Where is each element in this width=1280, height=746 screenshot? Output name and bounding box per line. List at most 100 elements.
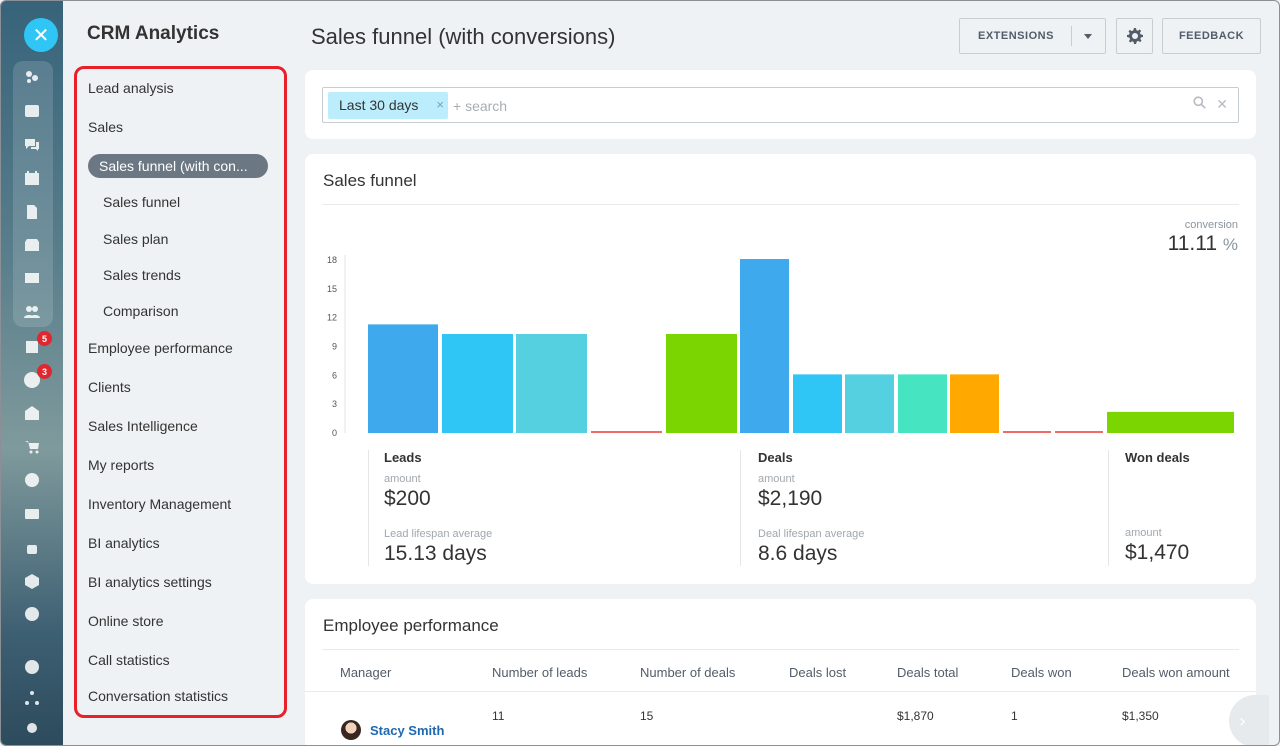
crm-badge: 3 [37, 364, 52, 379]
funnel-bar[interactable] [845, 374, 894, 433]
scroll-right-button[interactable]: › [1229, 695, 1269, 745]
nav-item-call-statistics[interactable]: Call statistics [88, 652, 170, 668]
search-input[interactable]: + search [453, 98, 508, 114]
clear-icon[interactable]: ✕ [1216, 96, 1228, 112]
funnel-bar[interactable] [442, 334, 513, 433]
conversion-number: 11.11 [1167, 232, 1218, 255]
chevron-down-icon[interactable] [1084, 34, 1092, 39]
page-title: Sales funnel (with conversions) [311, 24, 616, 49]
column-header-deals-total[interactable]: Deals total [897, 665, 959, 680]
tasks-badge: 5 [37, 331, 52, 346]
deals-title: Deals [758, 450, 793, 465]
extensions-button[interactable]: EXTENSIONS [959, 18, 1106, 54]
nav-item-sales-trends[interactable]: Sales trends [103, 267, 181, 283]
docs-icon[interactable] [23, 203, 41, 221]
column-header-leads[interactable]: Number of leads [492, 665, 588, 680]
mail-icon[interactable] [23, 269, 41, 287]
won-amount: $1,470 [1125, 541, 1190, 564]
deals-amount: $2,190 [758, 487, 823, 510]
nav-item-sales-funnel[interactable]: Sales funnel [103, 194, 181, 210]
feedback-button[interactable]: FEEDBACK [1162, 18, 1261, 54]
nav-item-inventory-management[interactable]: Inventory Management [88, 496, 232, 512]
column-header-deals[interactable]: Number of deals [640, 665, 736, 680]
cell-deals-won: 1 [1011, 709, 1018, 723]
groups-icon[interactable] [23, 303, 41, 321]
help-icon[interactable] [23, 658, 41, 676]
nav-item-conversation-statistics[interactable]: Conversation statistics [88, 688, 229, 704]
tasks-icon[interactable] [23, 338, 41, 356]
manager-name-link[interactable]: Stacy Smith [370, 723, 445, 738]
activity-icon[interactable] [23, 68, 41, 86]
leads-amount-label: amount [384, 473, 421, 485]
settings-button[interactable] [1116, 18, 1153, 54]
search-icon[interactable] [1193, 96, 1207, 112]
funnel-bar[interactable] [950, 374, 999, 433]
column-header-deals-won[interactable]: Deals won [1011, 665, 1072, 680]
nav-item-my-reports[interactable]: My reports [88, 457, 155, 473]
employee-title: Employee performance [323, 616, 499, 635]
contacts-icon[interactable] [23, 505, 41, 523]
y-tick-label: 15 [327, 284, 337, 294]
sales-funnel-card: Sales funnel conversion 11.11 % 0 3 6 9 12 15… [305, 154, 1256, 584]
leads-lifespan: 15.13 days [384, 542, 487, 565]
leads-amount: $200 [384, 487, 431, 510]
y-tick-label: 9 [332, 342, 337, 352]
settings-icon[interactable] [23, 719, 41, 737]
nav-item-bi-analytics[interactable]: BI analytics [88, 535, 160, 551]
won-deals-title: Won deals [1125, 450, 1190, 465]
column-header-deals-won-amount[interactable]: Deals won amount [1122, 665, 1230, 680]
funnel-bar[interactable] [1003, 431, 1051, 433]
store-icon[interactable] [23, 438, 41, 456]
nav-item-sales-funnel-conversions[interactable]: Sales funnel (with con... [88, 154, 268, 178]
sites-icon[interactable] [23, 404, 41, 422]
nav-item-clients[interactable]: Clients [88, 379, 131, 395]
stat-divider [740, 450, 741, 566]
nav-item-comparison[interactable]: Comparison [103, 303, 179, 319]
funnel-bar[interactable] [793, 374, 842, 433]
rail-group [13, 61, 53, 327]
chevron-right-icon: › [1239, 710, 1247, 732]
more-icon[interactable] [23, 605, 41, 623]
target-icon[interactable] [23, 471, 41, 489]
column-header-manager[interactable]: Manager [340, 665, 392, 680]
filter-chip-period[interactable]: Last 30 days × [328, 92, 448, 119]
deals-lifespan-label: Deal lifespan average [758, 528, 865, 540]
extensions-label: EXTENSIONS [978, 30, 1054, 42]
chat-icon[interactable] [23, 136, 41, 154]
deals-amount-label: amount [758, 473, 795, 485]
filter-input-box[interactable]: Last 30 days × + search ✕ [322, 87, 1239, 123]
automation-icon[interactable] [23, 539, 41, 557]
box-icon[interactable] [23, 572, 41, 590]
funnel-bar[interactable] [368, 324, 438, 433]
column-header-deals-lost[interactable]: Deals lost [789, 665, 847, 680]
funnel-bar[interactable] [591, 431, 662, 433]
feed-icon[interactable] [23, 102, 41, 120]
close-icon[interactable]: ✕ [24, 18, 58, 52]
card-divider [322, 204, 1239, 205]
nav-item-sales-plan[interactable]: Sales plan [103, 231, 169, 247]
y-tick-label: 12 [327, 313, 337, 323]
won-amount-label: amount [1125, 527, 1162, 539]
funnel-bar[interactable] [898, 374, 947, 433]
nav-item-bi-analytics-settings[interactable]: BI analytics settings [88, 574, 212, 590]
nav-item-sales-intelligence[interactable]: Sales Intelligence [88, 418, 198, 434]
funnel-bar[interactable] [666, 334, 737, 433]
nav-item-online-store[interactable]: Online store [88, 613, 164, 629]
funnel-bar[interactable] [1055, 431, 1103, 433]
chip-remove-icon[interactable]: × [436, 97, 444, 112]
filter-card: Last 30 days × + search ✕ [305, 70, 1256, 139]
network-icon[interactable] [23, 689, 41, 707]
funnel-bar[interactable] [516, 334, 587, 433]
leads-title: Leads [384, 450, 422, 465]
nav-item-lead-analysis[interactable]: Lead analysis [88, 80, 174, 96]
funnel-bar[interactable] [1107, 411, 1234, 433]
drive-icon[interactable] [23, 236, 41, 254]
nav-item-sales[interactable]: Sales [88, 119, 124, 135]
calendar-icon[interactable] [23, 169, 41, 187]
nav-item-employee-performance[interactable]: Employee performance [88, 340, 233, 356]
y-tick-label: 18 [327, 255, 337, 265]
funnel-bar[interactable] [740, 259, 789, 433]
crm-icon[interactable] [23, 371, 41, 389]
button-separator [1071, 26, 1072, 46]
